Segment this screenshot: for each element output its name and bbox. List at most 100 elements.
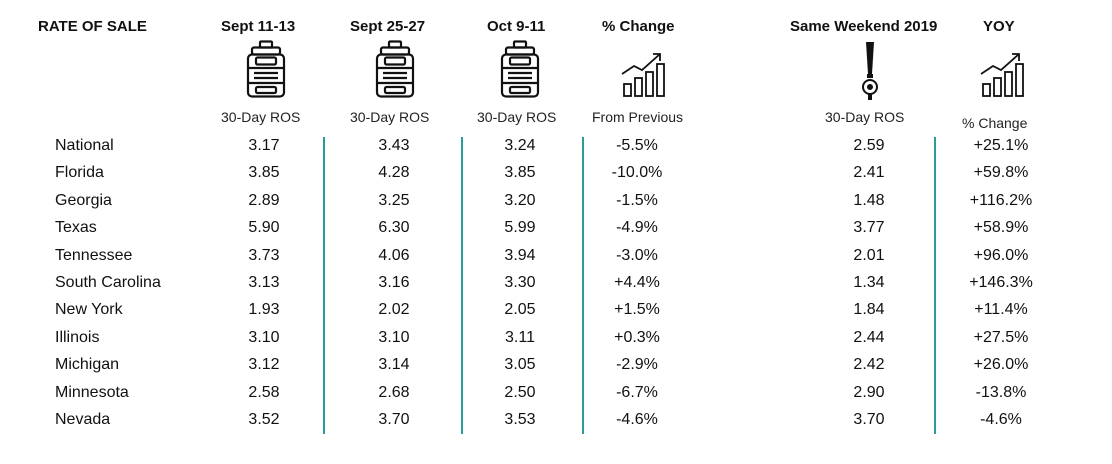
- header-yoy: YOY: [983, 18, 1015, 35]
- subheader-30-day-ros: 30-Day ROS: [350, 109, 430, 125]
- value-cell: 2.58: [248, 383, 280, 401]
- value-cell: 3.77: [853, 219, 885, 237]
- keg-icon: [500, 40, 540, 98]
- value-cell: -5.5%: [616, 137, 658, 154]
- state-name: South Carolina: [55, 274, 161, 291]
- value-cell: -1.5%: [616, 191, 658, 209]
- subheader-30-day-ros: 30-Day ROS: [477, 109, 557, 125]
- value-cell: 3.16: [378, 274, 410, 291]
- value-cell: +58.9%: [973, 219, 1029, 237]
- state-name: Texas: [55, 219, 97, 237]
- value-cell: 4.28: [378, 164, 410, 182]
- value-cell: 3.10: [248, 328, 280, 346]
- value-cell: 1.48: [853, 191, 885, 209]
- value-cell: 3.73: [248, 246, 280, 264]
- value-cell: 2.02: [378, 301, 410, 319]
- state-name: Illinois: [55, 328, 100, 346]
- value-cell: 2.68: [378, 383, 410, 401]
- state-name: Nevada: [55, 411, 111, 428]
- value-cell: 3.53: [504, 411, 536, 428]
- value-cell: 3.12: [248, 356, 280, 374]
- value-cell: +27.5%: [973, 328, 1029, 346]
- column-divider: [461, 137, 463, 434]
- header-percent-change: % Change: [602, 18, 675, 35]
- value-cell: 3.10: [378, 328, 410, 346]
- value-cell: 3.85: [504, 164, 536, 182]
- header-sept-25-27: Sept 25-27: [350, 18, 426, 35]
- value-cell: 3.24: [504, 137, 536, 154]
- column-divider: [934, 137, 936, 434]
- value-cell: 3.25: [378, 191, 410, 209]
- value-cell: 3.85: [248, 164, 280, 182]
- beer-tap-icon: [862, 42, 878, 100]
- value-cell: -10.0%: [611, 164, 663, 182]
- growth-chart-icon: [980, 53, 1024, 97]
- keg-icon: [246, 40, 286, 98]
- value-cell: +146.3%: [969, 274, 1033, 291]
- value-cell: +96.0%: [973, 246, 1029, 264]
- value-cell: 3.70: [378, 411, 410, 428]
- header-same-weekend-2019: Same Weekend 2019: [790, 18, 938, 35]
- value-cell: 2.05: [504, 301, 536, 319]
- value-cell: 2.59: [853, 137, 885, 154]
- state-name: Tennessee: [55, 246, 133, 264]
- value-cell: 3.14: [378, 356, 410, 374]
- state-name: Georgia: [55, 191, 112, 209]
- value-cell: +25.1%: [973, 137, 1029, 154]
- value-cell: 1.84: [853, 301, 885, 319]
- value-cell: 5.90: [248, 219, 280, 237]
- value-cell: -4.6%: [980, 411, 1022, 428]
- value-cell: 3.70: [853, 411, 885, 428]
- value-cell: -2.9%: [616, 356, 658, 374]
- value-cell: 3.11: [505, 328, 535, 346]
- value-cell: -4.9%: [616, 219, 658, 237]
- value-cell: 3.05: [504, 356, 536, 374]
- value-cell: 4.06: [378, 246, 410, 264]
- state-name: Minnesota: [55, 383, 129, 401]
- value-cell: 3.20: [504, 191, 536, 209]
- value-cell: 3.94: [504, 246, 536, 264]
- value-cell: 3.13: [248, 274, 280, 291]
- value-cell: -6.7%: [616, 383, 658, 401]
- value-cell: +116.2%: [969, 191, 1033, 209]
- value-cell: 3.52: [248, 411, 280, 428]
- keg-icon: [375, 40, 415, 98]
- value-cell: 2.89: [248, 191, 280, 209]
- value-cell: 5.99: [504, 219, 536, 237]
- value-cell: +1.5%: [614, 301, 660, 319]
- subheader-from-previous: From Previous: [592, 109, 684, 125]
- value-cell: 3.30: [504, 274, 536, 291]
- value-cell: -4.6%: [616, 411, 658, 428]
- value-cell: 1.93: [248, 301, 280, 319]
- header-sept-11-13: Sept 11-13: [221, 18, 296, 35]
- value-cell: 6.30: [378, 219, 410, 237]
- value-cell: +59.8%: [973, 164, 1029, 182]
- value-cell: -13.8%: [975, 383, 1027, 401]
- value-cell: +4.4%: [614, 274, 660, 291]
- value-cell: 2.01: [853, 246, 885, 264]
- value-cell: +26.0%: [973, 356, 1029, 374]
- value-cell: 2.90: [853, 383, 885, 401]
- value-cell: 2.41: [853, 164, 885, 182]
- state-name: Florida: [55, 164, 104, 182]
- value-cell: 3.43: [378, 137, 410, 154]
- subheader-30-day-ros: 30-Day ROS: [221, 109, 301, 125]
- state-name: New York: [55, 301, 123, 319]
- subheader-yoy-percent-change: % Change: [962, 115, 1028, 131]
- value-cell: 3.17: [248, 137, 280, 154]
- column-divider: [323, 137, 325, 434]
- value-cell: +0.3%: [614, 328, 660, 346]
- value-cell: 2.44: [853, 328, 885, 346]
- value-cell: -3.0%: [616, 246, 658, 264]
- value-cell: +11.4%: [974, 301, 1028, 319]
- growth-chart-icon: [621, 53, 665, 97]
- column-divider: [582, 137, 584, 434]
- value-cell: 1.34: [853, 274, 885, 291]
- state-name: National: [55, 137, 114, 154]
- state-name: Michigan: [55, 356, 120, 374]
- value-cell: 2.42: [853, 356, 885, 374]
- subheader-30-day-ros-2019: 30-Day ROS: [825, 109, 905, 125]
- rate-of-sale-title: RATE OF SALE: [38, 18, 147, 35]
- value-cell: 2.50: [504, 383, 536, 401]
- header-oct-9-11: Oct 9-11: [487, 18, 546, 35]
